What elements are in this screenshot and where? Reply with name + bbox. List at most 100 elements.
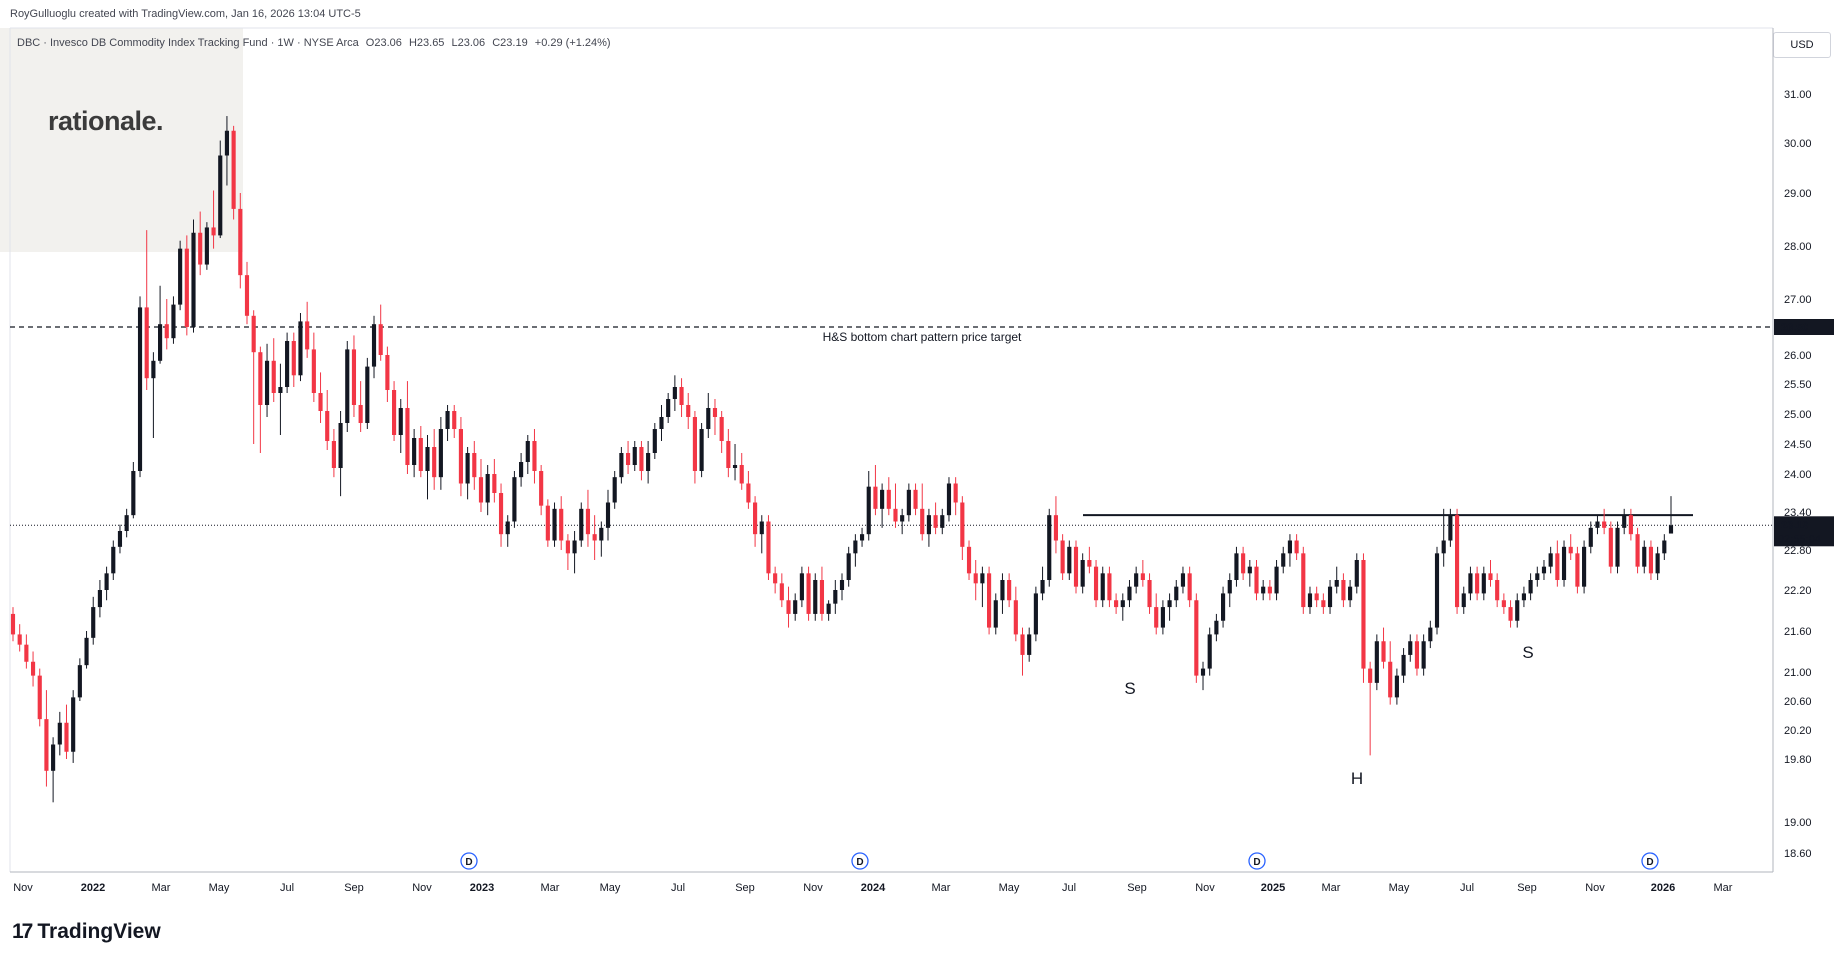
candle-body	[759, 521, 764, 535]
candle-body	[258, 352, 263, 405]
time-tick-label: Mar	[152, 882, 171, 894]
candle-body	[251, 315, 256, 353]
candle-body	[900, 515, 905, 522]
candle-body	[739, 465, 744, 484]
candle-body	[1207, 634, 1212, 669]
candle-body	[1615, 527, 1620, 567]
dividend-badge-label: D	[856, 857, 863, 868]
candle-body	[706, 408, 711, 429]
price-tick-label: 18.60	[1784, 848, 1812, 860]
candle-body	[1241, 553, 1246, 574]
time-tick-label: Sep	[735, 882, 755, 894]
candle-body	[993, 600, 998, 628]
candle-body	[1334, 580, 1339, 587]
candle-body	[1020, 634, 1025, 655]
candle-body	[893, 508, 898, 522]
candle-body	[1127, 586, 1132, 601]
candle-body	[104, 573, 109, 590]
time-tick-label: Sep	[344, 882, 364, 894]
candle-body	[465, 453, 470, 484]
candle-body	[204, 227, 209, 265]
candle-body	[960, 502, 965, 547]
candle-body	[1247, 566, 1252, 574]
time-tick-label: Mar	[932, 882, 951, 894]
chart-frame	[9, 27, 1774, 873]
candle-body	[712, 408, 718, 417]
candle-body	[44, 719, 49, 771]
candle-body	[1281, 553, 1286, 567]
candle-body	[819, 580, 825, 614]
candle-body	[773, 573, 778, 584]
candle-body	[813, 580, 818, 614]
candle-body	[1528, 580, 1533, 594]
candle-body	[10, 613, 16, 635]
candle-body	[1093, 566, 1099, 601]
candle-body	[1388, 661, 1393, 698]
candle-body	[492, 474, 497, 493]
candle-body	[1414, 641, 1420, 669]
candle-body	[946, 483, 952, 516]
candle-body	[1461, 593, 1466, 608]
candle-body	[1120, 600, 1125, 608]
candle-body	[131, 471, 136, 516]
time-tick-label: Jul	[671, 882, 685, 894]
candle-body	[1394, 675, 1399, 698]
candle-body	[191, 232, 196, 327]
candle-body	[1147, 580, 1152, 608]
time-tick-label: May	[1389, 882, 1410, 894]
candle-body	[1628, 515, 1633, 535]
time-tick-label: Sep	[1517, 882, 1537, 894]
candle-body	[445, 411, 450, 429]
candle-body	[1595, 521, 1600, 528]
bar-countdown-text: 02:55:04	[1778, 533, 1821, 545]
time-tick-label: Jul	[1460, 882, 1474, 894]
candle-body	[699, 429, 704, 471]
candle-body	[124, 515, 129, 531]
price-labels: 26.50 23.19 02:55:04	[1774, 319, 1834, 547]
symbol-legend[interactable]: DBC · Invesco DB Commodity Index Trackin…	[17, 37, 615, 49]
dividend-badge	[1641, 852, 1659, 870]
candle-body	[1481, 573, 1486, 594]
candle-body	[1454, 515, 1460, 608]
candle-body	[231, 130, 236, 209]
candle-body	[1294, 540, 1299, 554]
candle-body	[84, 637, 89, 666]
candle-body	[285, 341, 290, 387]
time-tick-label: 2022	[81, 882, 105, 894]
candle-body	[786, 600, 791, 614]
time-tick-label: Nov	[1585, 882, 1605, 894]
time-tick-label: May	[600, 882, 621, 894]
candle-body	[1608, 527, 1613, 567]
candle-body	[652, 429, 657, 453]
candle-body	[184, 248, 189, 327]
candle-body	[1067, 546, 1072, 574]
candle-body	[1200, 668, 1206, 676]
candle-body	[378, 324, 383, 355]
candle-body	[973, 573, 978, 584]
candle-body	[1582, 546, 1587, 587]
candle-body	[238, 208, 243, 276]
time-tick-label: Nov	[1195, 882, 1215, 894]
candle-body	[24, 644, 29, 662]
candle-body	[412, 438, 417, 465]
candle-body	[271, 360, 276, 393]
candle-body	[371, 324, 377, 367]
candle-body	[1642, 546, 1647, 567]
candle-body	[933, 515, 938, 528]
candle-body	[1180, 573, 1186, 587]
candle-body	[218, 155, 223, 236]
candle-body	[137, 307, 143, 471]
tradingview-brand[interactable]: 17 TradingView	[12, 920, 161, 944]
time-tick-label: May	[999, 882, 1020, 894]
candle-body	[351, 349, 357, 405]
candle-body	[987, 573, 992, 628]
candle-body	[692, 417, 697, 471]
candle-body	[1234, 553, 1239, 580]
candle-body	[1287, 540, 1292, 554]
candle-body	[1087, 560, 1092, 567]
time-tick-label: Jul	[280, 882, 294, 894]
candle-body	[198, 232, 203, 265]
candle-body	[224, 130, 230, 156]
price-axis: 31.00 30.00 29.00 28.00 27.00 26.00 25.50 25.00…	[1784, 89, 1812, 860]
